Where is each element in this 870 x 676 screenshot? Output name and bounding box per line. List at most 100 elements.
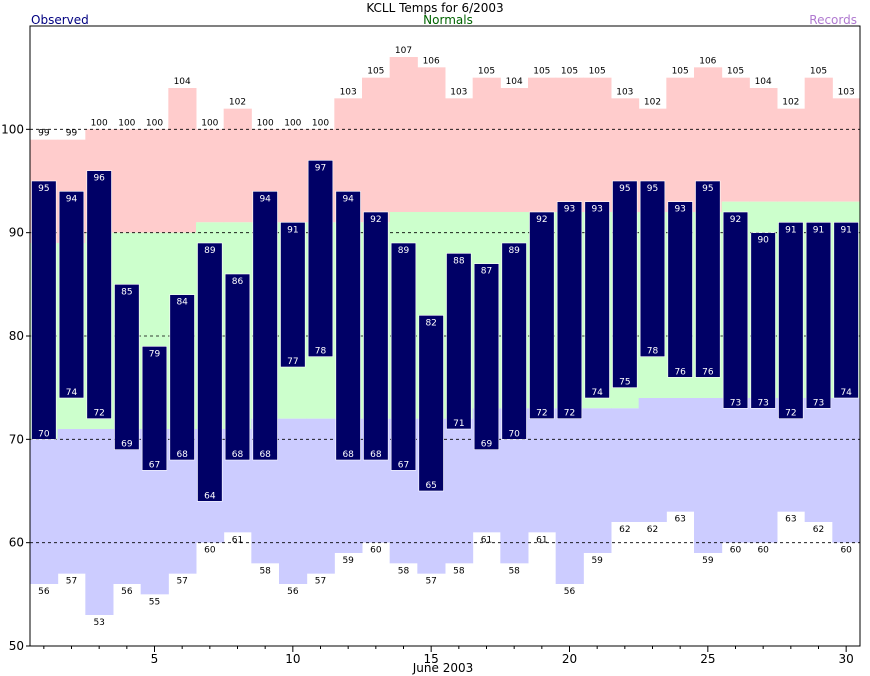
observed-high-label: 89 [204, 246, 216, 256]
record-high-label: 100 [91, 118, 108, 128]
record-low-label: 61 [232, 535, 243, 545]
observed-bar [31, 180, 57, 440]
observed-bar [280, 222, 306, 368]
observed-low-label: 77 [287, 357, 298, 367]
observed-high-label: 94 [342, 194, 354, 204]
observed-low-label: 76 [702, 367, 714, 377]
record-low-band [611, 408, 640, 522]
record-high-label: 105 [478, 67, 495, 77]
observed-low-label: 71 [453, 419, 464, 429]
record-low-label: 59 [342, 556, 354, 566]
observed-high-label: 96 [93, 174, 105, 184]
record-high-band [168, 88, 197, 233]
observed-low-label: 72 [536, 409, 547, 419]
observed-high-label: 82 [425, 318, 436, 328]
observed-low-label: 76 [674, 367, 686, 377]
y-tick-label: 80 [9, 329, 24, 343]
x-tick-label: 20 [562, 652, 577, 666]
record-low-band [30, 439, 59, 584]
observed-high-label: 86 [232, 277, 244, 287]
record-low-band [306, 418, 335, 574]
observed-high-label: 89 [398, 246, 410, 256]
record-low-band [832, 398, 861, 543]
observed-bar [58, 191, 85, 399]
record-high-label: 103 [450, 87, 467, 97]
legend-records: Records [809, 13, 857, 27]
record-low-band [804, 398, 833, 522]
observed-bar [529, 211, 555, 419]
record-high-band [223, 108, 252, 223]
record-low-band [57, 429, 86, 574]
observed-bar [169, 294, 195, 461]
observed-bar [141, 346, 168, 471]
observed-bar [639, 180, 666, 357]
observed-low-label: 69 [481, 440, 493, 450]
record-high-band [749, 88, 778, 202]
record-high-band [583, 77, 612, 213]
record-high-band [832, 98, 861, 202]
observed-high-label: 91 [813, 225, 824, 235]
x-tick-label: 10 [285, 652, 300, 666]
observed-high-label: 95 [702, 184, 713, 194]
observed-high-label: 92 [536, 215, 547, 225]
observed-high-label: 94 [66, 194, 78, 204]
record-high-label: 103 [838, 87, 855, 97]
record-high-label: 102 [782, 98, 799, 108]
record-low-band [638, 398, 667, 522]
observed-bar [805, 222, 832, 409]
observed-bar [446, 253, 472, 430]
record-low-band [528, 408, 557, 533]
record-high-band [279, 129, 308, 223]
observed-low-label: 72 [785, 409, 796, 419]
record-low-band [279, 418, 308, 584]
record-high-label: 105 [727, 67, 744, 77]
observed-low-label: 68 [342, 450, 354, 460]
observed-low-label: 73 [730, 398, 741, 408]
observed-bar [390, 242, 417, 471]
record-high-band [500, 88, 529, 212]
record-high-label: 104 [506, 77, 523, 87]
observed-low-label: 72 [564, 409, 575, 419]
record-low-label: 58 [508, 566, 520, 576]
record-low-label: 62 [619, 525, 630, 535]
record-high-label: 103 [616, 87, 633, 97]
observed-low-label: 73 [757, 398, 768, 408]
record-low-label: 60 [204, 546, 216, 556]
record-high-label: 106 [423, 56, 440, 66]
observed-bar [224, 273, 251, 461]
record-high-band [196, 129, 225, 223]
observed-high-label: 85 [121, 287, 132, 297]
record-low-label: 58 [453, 566, 465, 576]
observed-bar [335, 191, 361, 461]
record-low-label: 59 [702, 556, 714, 566]
record-high-label: 104 [755, 77, 772, 87]
observed-low-label: 68 [370, 450, 382, 460]
record-high-label: 105 [561, 67, 578, 77]
record-low-band [583, 408, 612, 553]
observed-high-label: 93 [591, 205, 602, 215]
observed-low-label: 78 [315, 347, 327, 357]
observed-high-label: 84 [176, 298, 188, 308]
record-low-label: 56 [564, 587, 576, 597]
observed-low-label: 73 [813, 398, 824, 408]
legend-normals: Normals [423, 13, 473, 27]
observed-high-label: 93 [564, 205, 575, 215]
observed-bar [197, 242, 223, 502]
record-high-label: 100 [201, 118, 218, 128]
observed-low-label: 75 [619, 378, 630, 388]
record-low-label: 62 [647, 525, 658, 535]
record-high-label: 100 [257, 118, 274, 128]
observed-low-label: 70 [38, 429, 50, 439]
observed-high-label: 87 [481, 267, 492, 277]
y-tick-label: 50 [9, 639, 24, 653]
record-low-label: 57 [66, 577, 77, 587]
observed-bar [501, 242, 527, 440]
record-high-label: 100 [284, 118, 301, 128]
observed-high-label: 91 [785, 225, 796, 235]
observed-high-label: 92 [370, 215, 381, 225]
record-low-band [694, 398, 723, 553]
chart-title: KCLL Temps for 6/2003 [366, 1, 503, 15]
observed-bar [612, 180, 638, 388]
observed-high-label: 92 [730, 215, 741, 225]
